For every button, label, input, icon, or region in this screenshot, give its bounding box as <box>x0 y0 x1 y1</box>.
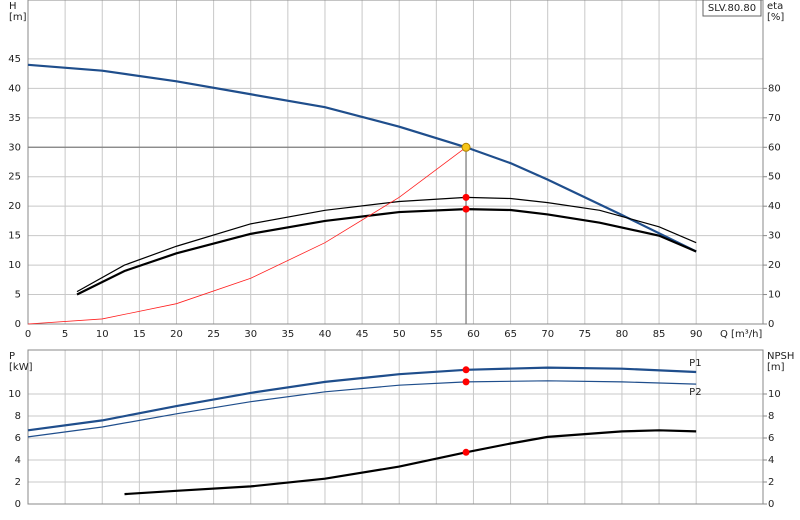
y2-tick-label: 6 <box>768 433 774 444</box>
operating-point <box>462 378 470 386</box>
y-tick-label: 5 <box>15 290 21 301</box>
plot-frame <box>27 0 764 325</box>
x-tick-label: 55 <box>430 329 443 340</box>
series-line <box>76 196 697 293</box>
series-line <box>27 380 697 438</box>
x-tick-label: 15 <box>133 329 146 340</box>
operating-point <box>462 448 470 456</box>
series-line <box>76 208 697 296</box>
x-tick-label: 80 <box>616 329 629 340</box>
y2-tick-label: 60 <box>768 142 781 153</box>
y-tick-label: 30 <box>8 142 21 153</box>
x-tick-label: 25 <box>207 329 220 340</box>
x-axis-label: Q [m³/h] <box>720 329 762 340</box>
y-tick-label: 20 <box>8 201 21 212</box>
series-line <box>27 146 467 325</box>
y-axis-label: P <box>9 351 15 362</box>
y2-tick-label: 10 <box>768 389 781 400</box>
y-tick-label: 40 <box>8 83 21 94</box>
y-tick-label: 0 <box>15 319 21 330</box>
x-tick-label: 90 <box>690 329 703 340</box>
x-tick-label: 50 <box>393 329 406 340</box>
y2-tick-label: 2 <box>768 477 774 488</box>
y-axis-label: H <box>9 1 17 12</box>
y-tick-label: 0 <box>15 499 21 510</box>
y2-tick-label: 4 <box>768 455 774 466</box>
x-tick-label: 10 <box>96 329 109 340</box>
y2-tick-label: 0 <box>768 319 774 330</box>
y-tick-label: 8 <box>15 411 21 422</box>
x-tick-label: 30 <box>244 329 257 340</box>
y2-tick-label: 50 <box>768 172 781 183</box>
y2-tick-label: 40 <box>768 201 781 212</box>
y-tick-label: 10 <box>8 389 21 400</box>
x-tick-label: 0 <box>25 329 31 340</box>
y2-tick-label: 80 <box>768 83 781 94</box>
y-axis-unit: [m] <box>9 12 27 23</box>
y-tick-label: 25 <box>8 172 21 183</box>
y2-tick-label: 0 <box>768 499 774 510</box>
operating-point <box>462 366 470 374</box>
y-tick-label: 35 <box>8 113 21 124</box>
y-tick-label: 10 <box>8 260 21 271</box>
y2-axis-unit: [m] <box>767 362 785 373</box>
x-tick-label: 20 <box>170 329 183 340</box>
plot-frame <box>27 349 764 505</box>
x-tick-label: 40 <box>319 329 332 340</box>
y-tick-label: 15 <box>8 231 21 242</box>
y2-axis-label: NPSH <box>767 351 794 362</box>
y-tick-label: 2 <box>15 477 21 488</box>
x-tick-label: 75 <box>578 329 591 340</box>
y2-tick-label: 70 <box>768 113 781 124</box>
legend-box <box>702 0 762 17</box>
y-axis-unit: [kW] <box>9 362 33 373</box>
y-tick-label: 45 <box>8 54 21 65</box>
y2-tick-label: 8 <box>768 411 774 422</box>
operating-point <box>462 205 470 213</box>
x-tick-label: 85 <box>653 329 666 340</box>
series-label: P1 <box>689 358 701 369</box>
x-tick-label: 65 <box>504 329 517 340</box>
y2-tick-label: 30 <box>768 231 781 242</box>
x-tick-label: 45 <box>356 329 369 340</box>
y-tick-label: 4 <box>15 455 21 466</box>
y-tick-label: 6 <box>15 433 21 444</box>
y2-tick-label: 10 <box>768 290 781 301</box>
y2-axis-label: eta <box>767 1 783 12</box>
x-tick-label: 70 <box>541 329 554 340</box>
y2-tick-label: 20 <box>768 260 781 271</box>
series-label: P2 <box>689 387 701 398</box>
series-line <box>27 366 697 432</box>
x-tick-label: 35 <box>281 329 294 340</box>
x-tick-label: 5 <box>62 329 68 340</box>
duty-point <box>461 142 471 152</box>
y2-axis-unit: [%] <box>767 12 784 23</box>
legend-box-label: SLV.80.80 <box>708 3 756 14</box>
series-line <box>27 63 697 253</box>
operating-point <box>462 193 470 201</box>
x-tick-label: 60 <box>467 329 480 340</box>
